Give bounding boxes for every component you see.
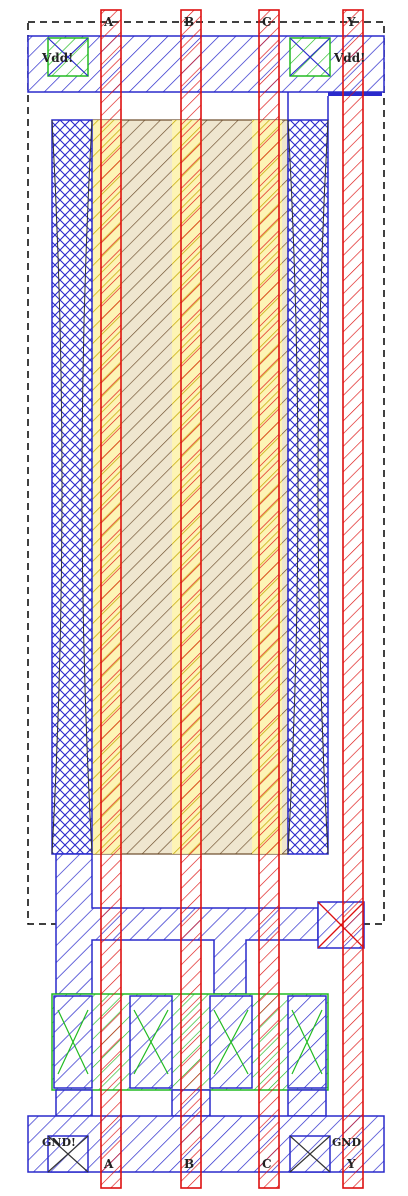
pmos-right-contact-column [287,119,329,855]
gnd-label-left: GND! [42,1136,76,1149]
nmos-contact-1 [53,995,93,1089]
output-metal-trace [287,92,329,120]
pin-label-y-bottom: Y [346,1157,356,1171]
vdd-contact-right [289,37,331,77]
vdd-label-right: Vdd! [333,51,365,65]
pin-label-b-top: B [184,15,194,29]
poly-gate-a [100,9,122,1189]
gnd-contact-right [289,1135,331,1173]
pin-label-c-top: C [262,15,272,29]
nmos-contact-3 [209,995,253,1089]
pmos-left-contact-column [51,119,93,855]
nmos-contact-2 [129,995,173,1089]
nmos-contact-4 [287,995,327,1089]
pin-label-b-bottom: B [184,1157,194,1171]
pin-label-c-bottom: C [262,1157,272,1171]
poly-gate-c [258,9,280,1189]
gnd-label-right: GND [332,1136,361,1149]
nwell-outline [27,21,385,925]
vdd-label-left: Vdd! [41,51,73,65]
pin-label-y-top: Y [346,15,356,29]
poly-gate-b [180,9,202,1189]
pin-label-a-top: A [103,15,114,29]
vdd-contact-left [47,37,89,77]
gnd-contact-left [47,1135,89,1173]
poly-output-y [342,9,364,1189]
pin-label-a-bottom: A [103,1157,114,1171]
